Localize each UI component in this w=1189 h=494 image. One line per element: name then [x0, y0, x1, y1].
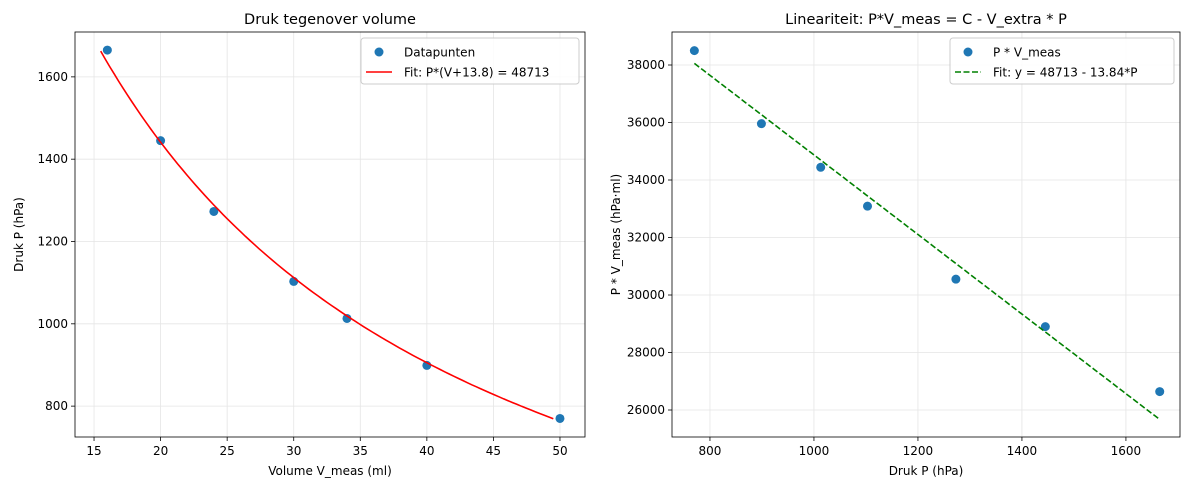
x-tick-label: 45	[486, 444, 501, 458]
legend: P * V_meas Fit: y = 48713 - 13.84*P	[949, 37, 1175, 85]
y-axis-label: Druk P (hPa)	[12, 197, 26, 272]
y-tick-label: 38000	[627, 58, 665, 72]
legend-label: P * V_meas	[993, 46, 1061, 60]
x-tick-label: 1200	[903, 444, 934, 458]
data-point	[756, 119, 766, 129]
legend-label: Fit: P*(V+13.8) = 48713	[404, 66, 549, 80]
chart-2: 800 1000 1200 1400 1600 26000 28000 30000 32000 3…	[609, 12, 1181, 478]
data-point	[342, 313, 352, 323]
data-point	[863, 201, 873, 211]
data-point	[555, 413, 565, 423]
y-tick-label: 30000	[627, 288, 665, 302]
y-tick-label: 34000	[627, 173, 665, 187]
x-tick-label: 30	[286, 444, 301, 458]
data-point	[102, 45, 112, 55]
legend-box	[360, 37, 580, 85]
y-tick-label: 800	[45, 399, 68, 413]
chart-1: 15 20 25 30 35 40 45 50 800 1000 1200 1400 1600 Druk …	[12, 12, 586, 478]
y-axis-label: P * V_meas (hPa·ml)	[609, 174, 623, 295]
x-axis-label: Volume V_meas (ml)	[268, 464, 392, 478]
x-axis-label: Druk P (hPa)	[889, 464, 964, 478]
x-tick-label: 1400	[1007, 444, 1038, 458]
y-tick-label: 1400	[37, 152, 68, 166]
fit-line	[693, 62, 1161, 421]
y-tick-label: 32000	[627, 231, 665, 245]
legend-label: Datapunten	[404, 46, 475, 60]
axes-frame	[74, 31, 586, 438]
y-tick-label: 36000	[627, 116, 665, 130]
data-point	[951, 274, 961, 284]
data-point	[1040, 322, 1050, 332]
x-tick-label: 25	[220, 444, 235, 458]
legend-marker	[963, 47, 973, 57]
y-tick-label: 1000	[37, 317, 68, 331]
chart-title: Lineariteit: P*V_meas = C - V_extra * P	[785, 12, 1067, 28]
data-point	[816, 162, 826, 172]
legend-box	[949, 37, 1175, 85]
legend: Datapunten Fit: P*(V+13.8) = 48713	[360, 37, 580, 85]
y-tick-label: 1200	[37, 234, 68, 248]
y-tick-label: 28000	[627, 346, 665, 360]
fit-line	[100, 50, 554, 420]
y-tick-label: 26000	[627, 403, 665, 417]
x-tick-label: 800	[699, 444, 722, 458]
legend-label: Fit: y = 48713 - 13.84*P	[993, 66, 1137, 80]
data-point	[1155, 387, 1165, 397]
x-tick-label: 35	[353, 444, 368, 458]
axes-frame	[671, 31, 1181, 438]
x-tick-label: 1600	[1111, 444, 1142, 458]
y-tick-label: 1600	[37, 70, 68, 84]
legend-marker	[374, 47, 384, 57]
x-tick-label: 20	[153, 444, 168, 458]
x-tick-label: 50	[552, 444, 567, 458]
x-tick-label: 40	[419, 444, 434, 458]
x-tick-label: 15	[86, 444, 101, 458]
data-point	[689, 46, 699, 56]
x-tick-label: 1000	[799, 444, 830, 458]
chart-title: Druk tegenover volume	[244, 12, 416, 28]
data-point	[209, 206, 219, 216]
